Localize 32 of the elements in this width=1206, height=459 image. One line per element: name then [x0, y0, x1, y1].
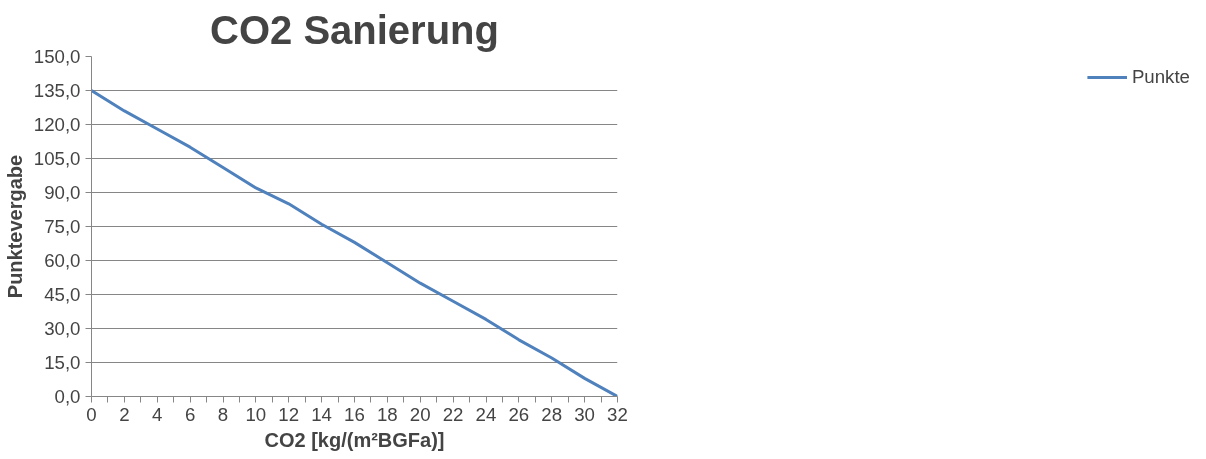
x-tick-label: 22	[442, 403, 464, 425]
x-tick-label: 14	[311, 403, 333, 425]
y-tick-label: 15,0	[44, 352, 81, 373]
y-tick-label: 120,0	[33, 114, 81, 135]
x-tick-label: 20	[409, 403, 431, 425]
y-axis-title: Punktevergabe	[3, 154, 26, 299]
x-tick-label: 24	[475, 403, 497, 425]
x-tick-label: 26	[508, 403, 530, 425]
x-tick-label: 12	[278, 403, 300, 425]
x-tick-label: 0	[86, 403, 97, 425]
x-tick-label: 18	[377, 403, 398, 425]
x-axis-title: CO2 [kg/(m²BGFa)]	[264, 428, 445, 451]
x-tick-label: 16	[344, 403, 365, 425]
x-tick-label: 6	[184, 403, 196, 425]
x-tick-label: 32	[607, 403, 628, 425]
y-tick-label: 150,0	[33, 46, 81, 67]
y-tick-label: 30,0	[44, 318, 81, 339]
y-tick-label: 105,0	[33, 148, 81, 169]
x-tick-label: 4	[152, 403, 163, 425]
y-tick-label: 75,0	[44, 216, 81, 237]
x-tick-label: 10	[245, 403, 267, 425]
x-tick-label: 2	[119, 403, 130, 425]
chart-title: CO2 Sanierung	[210, 7, 499, 52]
legend-label: Punkte	[1131, 66, 1190, 88]
x-tick-label: 28	[541, 403, 563, 425]
y-tick-label: 0,0	[54, 386, 81, 407]
y-tick-label: 45,0	[44, 284, 81, 305]
x-tick-label: 8	[217, 403, 229, 425]
y-tick-label: 135,0	[33, 80, 81, 101]
y-tick-label: 60,0	[44, 250, 81, 271]
y-tick-label: 90,0	[44, 182, 81, 203]
x-tick-label: 30	[574, 403, 596, 425]
